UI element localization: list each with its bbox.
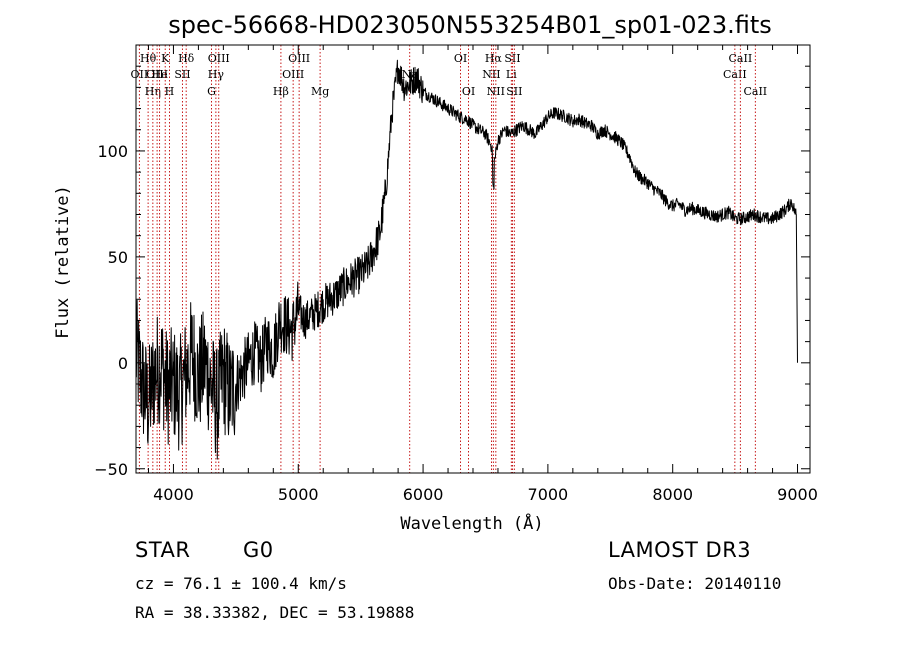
y-axis-label: Flux (relative): [53, 185, 73, 339]
x-tick-label: 8000: [652, 485, 693, 504]
line-marker-label: Hβ: [273, 85, 289, 98]
line-marker-label: OI: [454, 52, 467, 65]
object-class: STAR: [135, 538, 191, 562]
y-tick-label: −50: [94, 460, 128, 479]
line-marker-label: OIII: [282, 68, 304, 81]
line-marker-label: Mg: [311, 85, 329, 98]
line-marker-label: Li: [506, 68, 517, 81]
line-marker-label: CaII: [723, 68, 747, 81]
y-tick-label: 100: [97, 142, 128, 161]
spectrum-line: [135, 59, 798, 460]
line-marker-label: NII: [487, 85, 505, 98]
line-marker-label: Hγ: [208, 68, 225, 81]
line-marker-label: SII: [504, 52, 520, 65]
y-tick-label: 50: [108, 248, 128, 267]
observation-date: Obs-Date: 20140110: [608, 574, 782, 593]
line-marker-label: OI: [462, 85, 475, 98]
line-marker-label: He: [152, 68, 168, 81]
coordinates: RA = 38.33382, DEC = 53.19888: [135, 603, 415, 622]
object-subclass: G0: [243, 538, 274, 562]
line-marker-label: K: [161, 52, 170, 65]
line-marker-label: SII: [506, 85, 522, 98]
line-marker-label: OIII: [288, 52, 310, 65]
line-marker-label: OIII: [208, 52, 230, 65]
x-tick-label: 4000: [153, 485, 194, 504]
x-tick-label: 7000: [528, 485, 569, 504]
x-axis-label: Wavelength (Å): [400, 512, 543, 534]
line-marker-label: Hη: [145, 85, 161, 98]
line-marker-label: Hθ: [140, 52, 157, 65]
x-tick-label: 5000: [278, 485, 319, 504]
line-markers: OIIHθHηOIIIHeKHSIIHδGHγOIIIHβOIIIOIIIMgN…: [131, 45, 767, 473]
redshift-cz: cz = 76.1 ± 100.4 km/s: [135, 574, 347, 593]
x-tick-label: 6000: [403, 485, 444, 504]
survey-name: LAMOST DR3: [608, 538, 752, 562]
spectrum-chart: spec-56668-HD023050N553254B01_sp01-023.f…: [53, 11, 818, 534]
plot-frame: [135, 44, 811, 474]
chart-title: spec-56668-HD023050N553254B01_sp01-023.f…: [168, 11, 772, 39]
line-marker-label: CaII: [729, 52, 753, 65]
line-marker-label: Hα: [485, 52, 503, 65]
line-marker-label: Hδ: [178, 52, 195, 65]
line-marker-label: H: [165, 85, 175, 98]
line-marker-label: OII: [131, 68, 149, 81]
line-marker-label: CaII: [743, 85, 767, 98]
axes: 4000 5000 6000 7000 8000 9000 −50 0 50 100: [94, 44, 818, 504]
line-marker-label: G: [207, 85, 216, 98]
line-marker-label: OIII: [146, 68, 168, 81]
line-marker-label: NII: [482, 68, 500, 81]
y-tick-label: 0: [118, 354, 128, 373]
spectrum-trace: [135, 59, 798, 460]
line-marker-label: SII: [174, 68, 190, 81]
x-tick-label: 9000: [777, 485, 818, 504]
